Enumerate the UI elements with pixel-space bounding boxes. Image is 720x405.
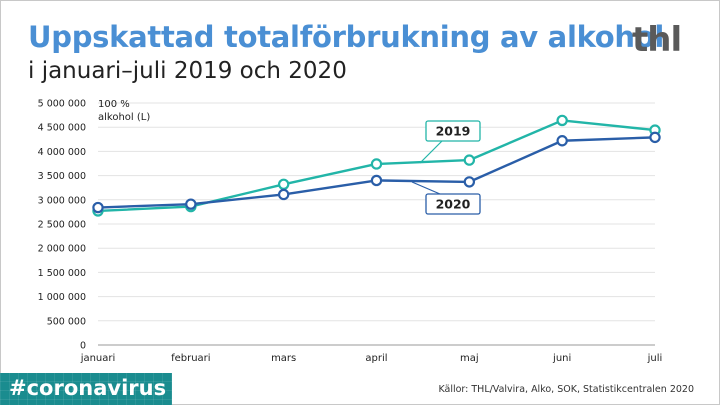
hashtag-banner: #coronavirus xyxy=(0,373,172,405)
series-label-box-2019 xyxy=(425,120,481,142)
y-tick-label: 5 000 000 xyxy=(38,99,86,110)
y-axis-tick-labels: 0 500 000 1 000 000 1 500 000 2 000 000 2 500… xyxy=(38,99,86,352)
series-label-2020: 2020 xyxy=(436,197,471,212)
data-point-2020 xyxy=(649,131,661,144)
data-point-2020 xyxy=(370,174,383,187)
chart-subtitle: i januari–juli 2019 och 2020 xyxy=(28,58,347,84)
series-label-leader-2019 xyxy=(419,140,443,164)
thl-logo: thl xyxy=(632,20,682,60)
x-tick-label: april xyxy=(365,353,387,364)
y-tick-label: 4 500 000 xyxy=(38,123,86,134)
series-labels: 2019 2020 xyxy=(411,120,481,215)
x-axis-tick-labels: januari februari mars april maj juni juli xyxy=(80,353,663,364)
data-point-2019 xyxy=(370,158,383,170)
y-tick-label: 3 500 000 xyxy=(38,171,86,182)
y-axis-label-line2: alkohol (L) xyxy=(98,112,150,123)
x-tick-label: juni xyxy=(552,353,571,364)
y-tick-label: 0 xyxy=(80,341,86,352)
data-point-2020 xyxy=(556,135,568,147)
hashtag-label: #coronavirus xyxy=(9,376,167,400)
y-tick-label: 4 000 000 xyxy=(38,147,86,158)
series-label-leader-2020 xyxy=(411,181,441,195)
data-point-2020 xyxy=(92,201,104,214)
x-tick-label: juli xyxy=(647,353,663,364)
y-tick-label: 500 000 xyxy=(47,316,86,327)
chart-title: Uppskattad totalförbrukning av alkohol xyxy=(28,20,665,54)
data-point-2019 xyxy=(277,178,290,191)
x-tick-label: maj xyxy=(460,353,479,364)
y-axis-label-line1: 100 % xyxy=(98,99,130,110)
source-note: Källor: THL/Valvira, Alko, SOK, Statisti… xyxy=(438,384,694,395)
data-point-2019 xyxy=(463,154,476,166)
data-point-2020 xyxy=(463,176,476,188)
y-tick-label: 1 500 000 xyxy=(38,268,86,279)
x-tick-label: januari xyxy=(80,353,116,364)
y-tick-label: 2 000 000 xyxy=(38,244,86,255)
y-tick-label: 1 000 000 xyxy=(38,292,86,303)
data-point-2019 xyxy=(556,114,568,127)
data-point-2020 xyxy=(185,198,197,210)
series-points xyxy=(92,114,661,217)
series-line-2020 xyxy=(97,136,656,209)
banner-pattern xyxy=(0,373,172,405)
y-tick-label: 3 000 000 xyxy=(38,195,86,206)
series-label-box-2020 xyxy=(425,193,481,215)
data-point-2020 xyxy=(277,188,290,201)
x-tick-label: mars xyxy=(271,353,296,364)
y-tick-label: 2 500 000 xyxy=(38,220,86,231)
series-label-2019: 2019 xyxy=(436,124,471,139)
x-tick-label: februari xyxy=(171,353,211,364)
